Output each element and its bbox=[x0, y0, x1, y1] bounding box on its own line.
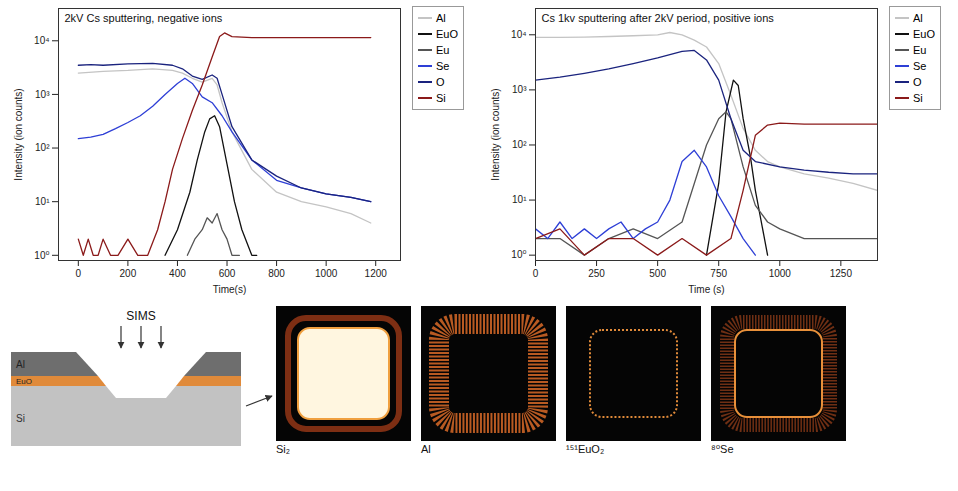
html-text:Si: Si bbox=[436, 92, 446, 104]
svg-text:0: 0 bbox=[533, 268, 539, 279]
svg-text:10⁴: 10⁴ bbox=[511, 29, 526, 40]
svg-text:500: 500 bbox=[649, 268, 666, 279]
svg-text:800: 800 bbox=[268, 268, 285, 279]
html-text:Eu: Eu bbox=[913, 44, 927, 56]
svg-text:2kV Cs sputtering, negative io: 2kV Cs sputtering, negative ions bbox=[65, 12, 223, 24]
svg-text:400: 400 bbox=[169, 268, 186, 279]
html-text:⁸⁰Se: ⁸⁰Se bbox=[711, 443, 734, 455]
svg-text:1200: 1200 bbox=[365, 268, 388, 279]
svg-text:Al: Al bbox=[16, 359, 25, 370]
svg-text:10⁴: 10⁴ bbox=[34, 35, 49, 46]
svg-text:10²: 10² bbox=[512, 139, 527, 150]
svg-text:Cs 1kv sputtering after 2kV pe: Cs 1kv sputtering after 2kV period, posi… bbox=[542, 12, 775, 24]
html-text:Al: Al bbox=[421, 443, 431, 455]
svg-text:SIMS: SIMS bbox=[126, 309, 155, 323]
svg-text:10⁰: 10⁰ bbox=[511, 249, 526, 260]
svg-text:Intensity (ion counts): Intensity (ion counts) bbox=[13, 88, 24, 180]
html-text:Al: Al bbox=[436, 12, 446, 24]
svg-text:Time(s): Time(s) bbox=[213, 284, 247, 295]
html-text:Se: Se bbox=[913, 60, 927, 72]
html-text:O: O bbox=[913, 76, 922, 88]
svg-text:600: 600 bbox=[219, 268, 236, 279]
svg-text:Intensity (ion counts): Intensity (ion counts) bbox=[490, 88, 501, 180]
svg-text:10²: 10² bbox=[35, 142, 50, 153]
svg-text:1250: 1250 bbox=[830, 268, 853, 279]
html-text:Si₂: Si₂ bbox=[276, 443, 291, 455]
svg-text:1000: 1000 bbox=[315, 268, 338, 279]
svg-text:200: 200 bbox=[120, 268, 137, 279]
html-text:Eu: Eu bbox=[436, 44, 450, 56]
svg-text:250: 250 bbox=[588, 268, 605, 279]
html-text:EuO: EuO bbox=[913, 28, 935, 40]
svg-text:750: 750 bbox=[710, 268, 727, 279]
svg-text:10¹: 10¹ bbox=[512, 194, 527, 205]
svg-text:10³: 10³ bbox=[512, 84, 527, 95]
html-text:¹⁵¹EuO₂: ¹⁵¹EuO₂ bbox=[566, 443, 605, 455]
html-text:EuO: EuO bbox=[436, 28, 458, 40]
svg-text:10⁰: 10⁰ bbox=[34, 250, 49, 261]
svg-text:1000: 1000 bbox=[769, 268, 792, 279]
html-text:Se: Se bbox=[436, 60, 450, 72]
html-text:Al: Al bbox=[913, 12, 923, 24]
svg-text:0: 0 bbox=[76, 268, 82, 279]
svg-text:Time (s): Time (s) bbox=[688, 284, 724, 295]
svg-text:10³: 10³ bbox=[35, 89, 50, 100]
svg-text:EuO: EuO bbox=[16, 377, 32, 386]
html-text:Si: Si bbox=[913, 92, 923, 104]
svg-text:Si: Si bbox=[16, 413, 25, 424]
html-text:O: O bbox=[436, 76, 445, 88]
svg-text:10¹: 10¹ bbox=[35, 196, 50, 207]
